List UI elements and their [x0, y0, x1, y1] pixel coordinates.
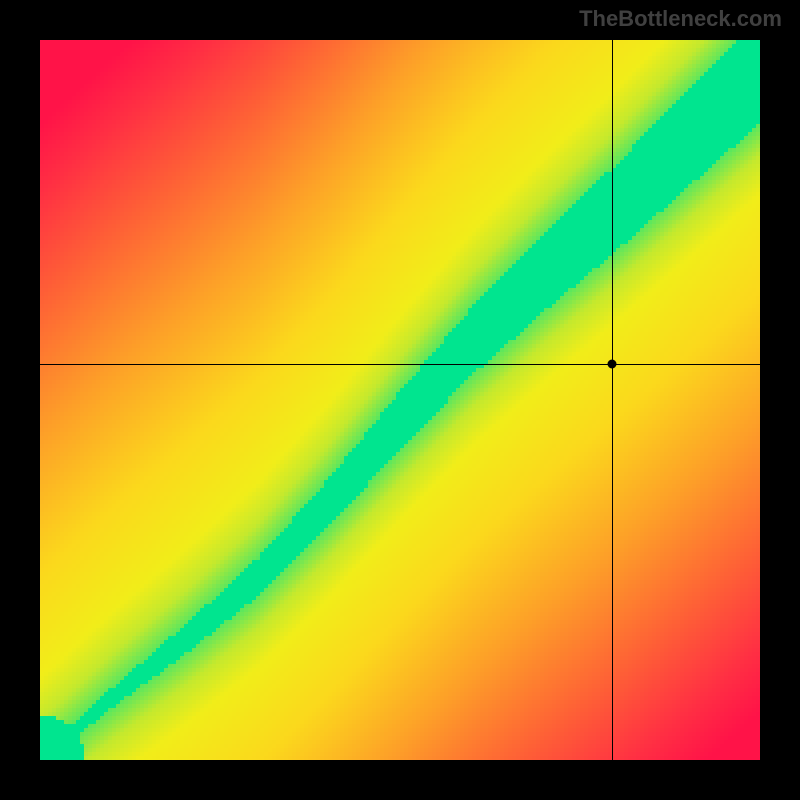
crosshair-horizontal — [40, 364, 760, 365]
bottleneck-heatmap — [40, 40, 760, 760]
crosshair-vertical — [612, 40, 613, 760]
crosshair-point — [608, 360, 617, 369]
heatmap-canvas — [40, 40, 760, 760]
watermark-text: TheBottleneck.com — [579, 6, 782, 32]
